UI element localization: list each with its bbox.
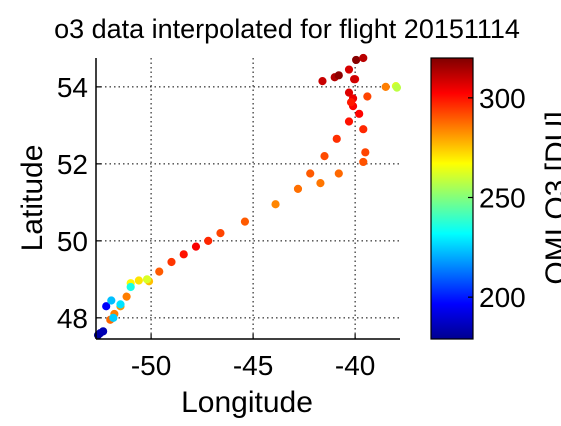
data-point <box>344 117 354 126</box>
data-point <box>355 109 364 118</box>
y-tick-label: 52 <box>57 149 88 180</box>
data-point <box>316 179 325 188</box>
data-point <box>240 217 250 226</box>
data-point <box>107 296 116 305</box>
x-tick-label: -50 <box>131 350 171 381</box>
data-point <box>109 313 118 322</box>
data-point <box>334 169 343 178</box>
colorbar-label: OMI O3 [DU] <box>540 111 561 284</box>
y-tick-label: 54 <box>57 72 88 103</box>
data-point <box>167 257 176 267</box>
data-point <box>346 98 356 107</box>
data-point <box>99 327 108 336</box>
data-point <box>359 157 368 167</box>
data-point <box>359 53 368 63</box>
y-tick-label: 48 <box>57 303 88 334</box>
data-point <box>334 71 343 80</box>
data-point <box>102 302 111 311</box>
colorbar: 200 250 300 OMI O3 [DU] <box>430 57 561 340</box>
data-point <box>392 83 402 92</box>
data-point <box>293 184 303 193</box>
data-point <box>116 300 125 309</box>
x-tick-label: -40 <box>335 350 375 381</box>
data-point <box>216 229 225 238</box>
data-point <box>381 82 390 91</box>
data-point <box>344 88 354 97</box>
colorbar-tick-label: 250 <box>479 183 526 214</box>
data-point <box>126 282 135 292</box>
data-point <box>361 148 370 157</box>
chart-title: o3 data interpolated for flight 20151114 <box>54 14 520 44</box>
data-point <box>363 92 372 101</box>
y-axis-label: Latitude <box>16 145 49 252</box>
data-point <box>344 65 354 74</box>
colorbar-ticks: 200 250 300 <box>468 83 526 313</box>
data-point <box>271 200 280 209</box>
data-point <box>179 250 188 259</box>
data-point <box>349 75 359 84</box>
x-axis-label: Longitude <box>181 386 313 419</box>
x-tick-label: -45 <box>233 350 273 381</box>
data-point <box>142 275 152 284</box>
data-point <box>155 267 164 276</box>
colorbar-tick-label: 200 <box>479 282 526 313</box>
data-point <box>359 125 368 134</box>
y-tick-label: 50 <box>57 226 88 257</box>
data-point <box>306 169 315 178</box>
data-point <box>122 292 131 301</box>
data-point <box>191 242 201 251</box>
data-point <box>320 152 329 161</box>
data-point <box>332 134 341 143</box>
plot-area: -50 -45 -40 48 50 52 54 <box>57 53 402 381</box>
data-point <box>318 76 327 86</box>
data-point <box>352 55 361 65</box>
colorbar-tick-label: 300 <box>479 83 526 114</box>
data-point <box>134 276 143 285</box>
colorbar-gradient <box>430 57 474 340</box>
data-point <box>204 236 213 245</box>
